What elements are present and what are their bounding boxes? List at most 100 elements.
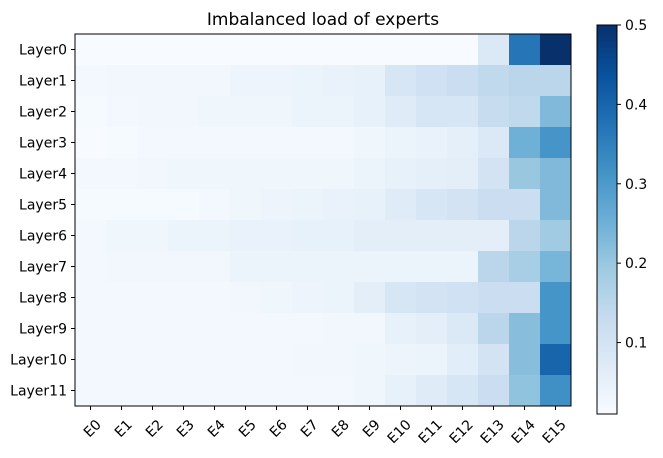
colorbar-tick-label: 0.5 <box>625 18 647 34</box>
y-tick-label: Layer10 <box>10 353 67 369</box>
heatmap-cell <box>323 251 355 283</box>
heatmap-cell <box>509 189 541 221</box>
heatmap-cell <box>478 220 510 252</box>
heatmap-cell <box>199 344 231 376</box>
heatmap-cell <box>168 375 200 407</box>
heatmap-cell <box>509 282 541 314</box>
heatmap-cell <box>168 65 200 97</box>
heatmap-cell <box>230 220 262 252</box>
heatmap-cell <box>292 189 324 221</box>
heatmap-cell <box>261 313 293 345</box>
heatmap-cell <box>447 282 479 314</box>
y-tick-label: Layer4 <box>19 167 67 183</box>
heatmap-cell <box>354 127 386 159</box>
heatmap-cell <box>478 96 510 128</box>
heatmap-cell <box>230 96 262 128</box>
heatmap-cell <box>75 158 107 190</box>
heatmap-cell <box>261 34 293 66</box>
heatmap-cell <box>540 344 572 376</box>
heatmap-cell <box>199 251 231 283</box>
heatmap-cell <box>199 34 231 66</box>
heatmap-cell <box>416 282 448 314</box>
heatmap-cell <box>354 65 386 97</box>
colorbar-ticks: 0.1 0.2 0.3 0.4 0.5 <box>617 18 647 352</box>
heatmap-cell <box>137 282 169 314</box>
heatmap-cell <box>230 189 262 221</box>
heatmap-cell <box>354 220 386 252</box>
heatmap-cell <box>354 282 386 314</box>
heatmap-cell <box>447 375 479 407</box>
heatmap-cell <box>168 251 200 283</box>
heatmap-cell <box>509 34 541 66</box>
heatmap-cell <box>106 344 138 376</box>
heatmap-cell <box>168 127 200 159</box>
heatmap-cell <box>230 282 262 314</box>
heatmap-cell <box>199 189 231 221</box>
heatmap-cell <box>385 344 417 376</box>
heatmap-cell <box>292 158 324 190</box>
x-tick-label: E4 <box>205 417 229 441</box>
heatmap-cell <box>540 127 572 159</box>
heatmap-cell <box>261 282 293 314</box>
heatmap-cell <box>385 96 417 128</box>
heatmap-cell <box>199 313 231 345</box>
heatmap-cell <box>385 127 417 159</box>
heatmap-cell <box>230 34 262 66</box>
heatmap-cell <box>261 189 293 221</box>
heatmap-cell <box>323 127 355 159</box>
heatmap-cell <box>106 65 138 97</box>
y-tick-label: Layer5 <box>19 198 67 214</box>
x-tick-label: E8 <box>329 417 353 441</box>
heatmap-cell <box>540 34 572 66</box>
heatmap-cell <box>416 375 448 407</box>
heatmap-cell <box>137 189 169 221</box>
x-tick-label: E7 <box>298 417 322 441</box>
heatmap-cell <box>261 158 293 190</box>
heatmap-cell <box>385 34 417 66</box>
heatmap-cell <box>75 65 107 97</box>
heatmap-cell <box>106 220 138 252</box>
x-tick-label: E0 <box>81 417 105 441</box>
heatmap-cell <box>540 282 572 314</box>
heatmap-cell <box>168 282 200 314</box>
heatmap-cell <box>354 34 386 66</box>
heatmap-cell <box>199 220 231 252</box>
heatmap-cell <box>323 96 355 128</box>
heatmap-cell <box>385 251 417 283</box>
heatmap-cell <box>540 189 572 221</box>
heatmap-cell <box>292 127 324 159</box>
heatmap-cell <box>509 65 541 97</box>
colorbar-tick-label: 0.4 <box>625 97 647 113</box>
heatmap-cell <box>354 375 386 407</box>
heatmap-cell <box>540 375 572 407</box>
colorbar <box>596 24 618 415</box>
heatmap-cell <box>447 158 479 190</box>
x-tick-label: E10 <box>385 417 415 447</box>
heatmap-cell <box>292 251 324 283</box>
heatmap-cell <box>292 34 324 66</box>
heatmap-cells <box>75 34 572 407</box>
plot-frame <box>74 33 572 407</box>
heatmap-cell <box>323 65 355 97</box>
heatmap-cell <box>106 34 138 66</box>
heatmap-cell <box>540 65 572 97</box>
heatmap-cell <box>230 313 262 345</box>
heatmap-cell <box>416 65 448 97</box>
x-tick-label: E1 <box>112 417 136 441</box>
y-tick-label: Layer2 <box>19 105 67 121</box>
x-tick-label: E3 <box>174 417 198 441</box>
y-tick-label: Layer9 <box>19 322 67 338</box>
heatmap-cell <box>447 344 479 376</box>
heatmap-cell <box>447 189 479 221</box>
heatmap-cell <box>168 189 200 221</box>
heatmap-cell <box>509 96 541 128</box>
heatmap-cell <box>416 251 448 283</box>
heatmap-cell <box>385 282 417 314</box>
heatmap-cell <box>75 220 107 252</box>
heatmap-cell <box>106 313 138 345</box>
heatmap-cell <box>199 65 231 97</box>
x-tick-label: E6 <box>267 417 291 441</box>
heatmap-cell <box>292 313 324 345</box>
heatmap-cell <box>478 127 510 159</box>
heatmap-cell <box>230 251 262 283</box>
